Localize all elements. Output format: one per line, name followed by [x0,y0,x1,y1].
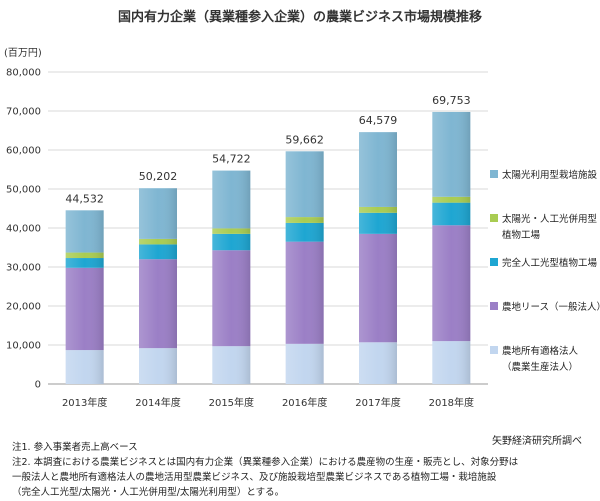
bar-segment-shading [139,238,177,245]
bar-segment-shading [359,206,397,213]
legend-swatch [490,302,498,310]
legend-label: 農地所有適格法人 [502,345,579,357]
bar-segment-shading [65,267,104,351]
bars [65,111,471,384]
total-value-label: 54,722 [212,153,251,166]
bar-stack [212,170,251,384]
footnote-2-line-3: （完全人工光型/太陽光・人工光併用型/太陽光利用型）とする。 [12,487,285,498]
bar-segment-shading [359,212,397,234]
y-tick-label: 50,000 [6,185,41,196]
bar-segment-shading [65,252,104,259]
bar-segment-shading [432,202,471,226]
legend-swatch [490,170,498,178]
bar-segment-shading [212,228,251,234]
bar-segment-shading [285,151,324,218]
total-value-label: 59,662 [285,133,324,146]
grid-lines [48,71,488,385]
footnote-2-line-1: 注2. 本調査における農業ビジネスとは国内有力企業（異業種参入企業）における農産… [12,457,519,468]
footnote-2-line-2: 一般法人と農地所有適格法人の農地活用型農業ビジネス、及び施設栽培型農業ビジネスで… [12,472,497,483]
y-tick-label: 80,000 [6,68,41,79]
x-tick-label: 2018年度 [429,396,474,409]
legend-label: 太陽光・人工光併用型 [502,213,598,225]
bar-segment-shading [65,258,104,268]
legend-label: 完全人工光型植物工場 [502,257,598,269]
bar-segment-shading [65,350,104,384]
bar-segment-shading [212,233,251,251]
bar-segment-shading [359,132,397,207]
bar-segment-shading [432,196,471,203]
legend-label: （農業生産法人） [502,361,578,373]
chart-title: 国内有力企業（異業種参入企業）の農業ビジネス市場規模推移 [117,10,482,25]
bar-segment-shading [285,241,324,344]
legend-swatch [490,214,498,222]
bar-segment-shading [139,188,177,239]
y-tick-label: 40,000 [6,224,41,235]
x-tick-label: 2016年度 [282,396,327,409]
bar-stack [65,210,104,384]
footnotes: 注1. 参入事業者売上高ベース 注2. 本調査における農業ビジネスとは国内有力企… [12,440,592,500]
legend-item: 完全人工光型植物工場 [490,257,598,269]
bar-segment-shading [285,217,324,223]
total-value-label: 44,532 [65,192,104,205]
bar-segment-shading [432,225,471,342]
legend-item: 太陽光利用型栽培施設 [490,169,598,181]
bar-stack [432,111,471,384]
bar-segment-shading [359,233,397,343]
y-tick-label: 20,000 [6,302,41,313]
bar-segment-shading [139,259,177,349]
y-tick-label: 30,000 [6,263,41,274]
x-tick-label: 2017年度 [355,396,400,409]
x-axis-ticks: 2013年度 2014年度 2015年度 2016年度 2017年度 2018年度 [62,396,474,409]
bar-segment-shading [139,244,177,260]
total-value-label: 64,579 [359,114,398,127]
legend-item: 農地所有適格法人 （農業生産法人） [490,345,579,373]
bar-segment-shading [359,342,397,384]
total-labels: 44,532 50,202 54,722 59,662 64,579 69,753 [65,94,470,205]
x-tick-label: 2014年度 [135,396,180,409]
bar-segment-shading [432,111,471,197]
total-value-label: 69,753 [432,94,471,107]
x-tick-label: 2015年度 [209,396,254,409]
bar-stack [359,132,397,384]
y-tick-label: 10,000 [6,341,41,352]
bar-segment-shading [285,222,324,242]
bar-segment-shading [139,348,177,384]
y-axis-unit-label: (百万円) [4,48,42,59]
legend-label: 植物工場 [502,229,541,241]
stacked-bar-chart: 0 10,000 20,000 30,000 40,000 50,000 60,000 70,… [6,68,600,410]
bar-stack [285,151,324,384]
total-value-label: 50,202 [139,170,178,183]
legend-swatch [490,346,498,354]
legend-item: 農地リース（一般法人） [490,301,600,313]
bar-segment-shading [432,341,471,384]
legend-label: 太陽光利用型栽培施設 [502,169,598,181]
legend-label: 農地リース（一般法人） [502,301,600,313]
y-tick-label: 60,000 [6,146,41,157]
bar-segment-shading [285,343,324,384]
legend-swatch [490,258,498,266]
x-tick-label: 2013年度 [62,396,107,409]
bar-segment-shading [65,210,104,253]
y-tick-label: 0 [35,380,41,391]
bar-segment-shading [212,170,251,229]
bar-stack [139,188,177,384]
y-tick-label: 70,000 [6,107,41,118]
y-axis-ticks: 0 10,000 20,000 30,000 40,000 50,000 60,000 70,… [6,68,41,391]
footnote-1: 注1. 参入事業者売上高ベース [12,442,138,453]
bar-segment-shading [212,250,251,347]
bar-segment-shading [212,346,251,384]
source-credit: 矢野経済研究所調べ [492,436,582,447]
legend: 太陽光利用型栽培施設太陽光・人工光併用型植物工場完全人工光型植物工場農地リース（… [490,169,600,373]
